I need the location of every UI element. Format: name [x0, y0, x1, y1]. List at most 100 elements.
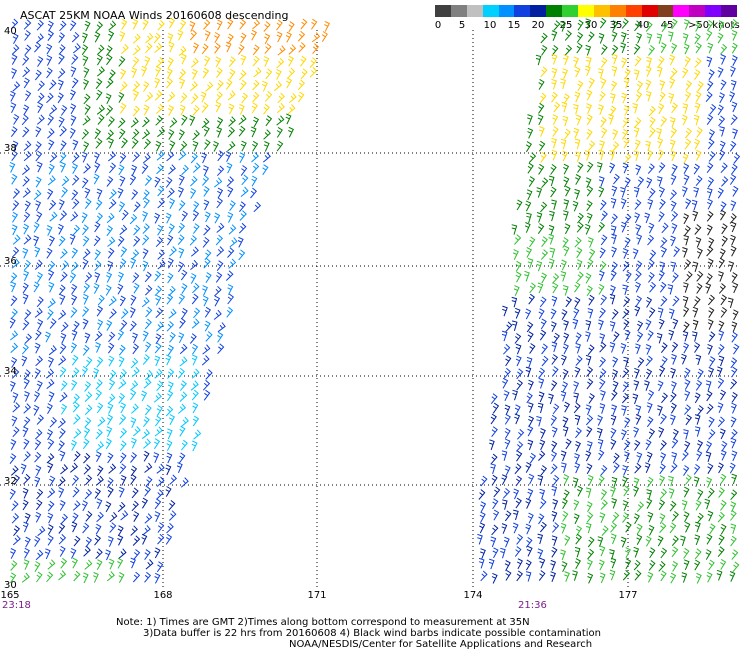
wind-barb	[673, 246, 681, 258]
wind-barb	[706, 56, 713, 68]
wind-barb	[575, 533, 583, 545]
wind-barb	[696, 126, 703, 138]
wind-barb	[165, 354, 172, 366]
wind-barb	[669, 522, 677, 534]
wind-barb	[576, 221, 584, 233]
wind-barb	[551, 535, 558, 546]
legend-tick: 15	[507, 20, 521, 31]
wind-barb	[625, 558, 632, 570]
wind-barb	[117, 534, 124, 546]
wind-barb	[81, 151, 88, 163]
wind-barb	[169, 332, 176, 343]
legend-swatch	[705, 5, 722, 17]
wind-barb	[108, 20, 117, 31]
wind-barb	[34, 535, 41, 547]
wind-barb	[72, 367, 80, 378]
wind-barb	[46, 571, 54, 583]
wind-barb	[503, 536, 510, 548]
wind-barb	[718, 271, 724, 282]
wind-barb	[190, 175, 198, 187]
wind-barb	[324, 20, 330, 32]
wind-barb	[537, 114, 544, 126]
wind-barb	[166, 428, 173, 440]
wind-barb	[70, 115, 77, 126]
wind-barb	[179, 140, 188, 152]
wind-barb	[585, 331, 591, 342]
wind-barb	[241, 92, 249, 104]
wind-barb	[515, 260, 522, 272]
wind-barb	[72, 139, 79, 151]
wind-barb	[551, 440, 558, 452]
wind-barb	[178, 150, 187, 161]
wind-barb	[609, 150, 616, 161]
wind-barb	[108, 355, 115, 367]
wind-barb	[118, 572, 125, 583]
wind-barb	[539, 439, 546, 451]
wind-barb	[177, 367, 185, 379]
wind-barb	[193, 223, 200, 234]
wind-barb	[57, 417, 66, 429]
wind-barb	[539, 498, 547, 510]
wind-barb	[203, 257, 211, 269]
wind-barb	[10, 18, 19, 30]
wind-barb	[129, 213, 138, 225]
wind-barb	[239, 69, 247, 81]
legend-swatch	[578, 5, 595, 17]
wind-barb	[168, 223, 175, 235]
wind-barb	[599, 91, 606, 102]
wind-barb	[621, 18, 629, 29]
wind-barb	[33, 281, 40, 293]
wind-barb	[10, 126, 18, 138]
wind-barb	[229, 237, 238, 248]
legend-swatch	[514, 5, 531, 17]
wind-barb	[609, 569, 616, 581]
wind-barb	[575, 114, 582, 126]
wind-barb	[719, 473, 727, 485]
wind-barb	[538, 391, 545, 403]
wind-barb	[623, 296, 631, 307]
wind-barb	[634, 462, 642, 474]
wind-barb	[729, 140, 737, 152]
wind-barb	[623, 105, 630, 116]
wind-barb	[645, 535, 652, 547]
wind-barb	[490, 453, 498, 465]
wind-barb	[574, 237, 582, 248]
wind-barb	[82, 306, 90, 317]
wind-barb	[60, 380, 68, 391]
wind-barb	[707, 19, 714, 31]
wind-barb	[660, 570, 667, 582]
wind-barb	[575, 332, 582, 344]
wind-barb	[657, 380, 664, 392]
wind-barb	[634, 281, 641, 293]
wind-barb	[57, 476, 66, 487]
wind-barb	[720, 449, 727, 461]
wind-barb	[156, 463, 165, 474]
wind-barb	[23, 150, 32, 162]
wind-barb	[671, 223, 678, 234]
wind-barb	[166, 234, 174, 246]
wind-barb	[610, 522, 618, 533]
wind-barb	[692, 210, 699, 222]
wind-barb	[35, 126, 42, 138]
wind-barb	[145, 42, 153, 54]
wind-barb	[132, 45, 141, 56]
wind-barb	[516, 429, 525, 440]
wind-barb	[60, 321, 69, 333]
wind-barb	[239, 79, 247, 91]
wind-barb	[240, 32, 247, 44]
wind-barb	[502, 488, 511, 499]
wind-barb	[634, 117, 642, 128]
wind-barb	[550, 559, 557, 571]
wind-barb	[12, 81, 21, 92]
wind-barb	[540, 151, 547, 163]
wind-barb	[202, 175, 210, 186]
wind-barb	[169, 117, 178, 128]
wind-barb	[228, 56, 236, 68]
wind-barb	[575, 427, 582, 439]
wind-barb	[169, 474, 178, 485]
wind-barb	[72, 224, 81, 236]
wind-barb	[600, 465, 608, 476]
wind-barb	[155, 65, 162, 77]
wind-barb	[9, 380, 16, 392]
wind-barb	[538, 367, 546, 379]
